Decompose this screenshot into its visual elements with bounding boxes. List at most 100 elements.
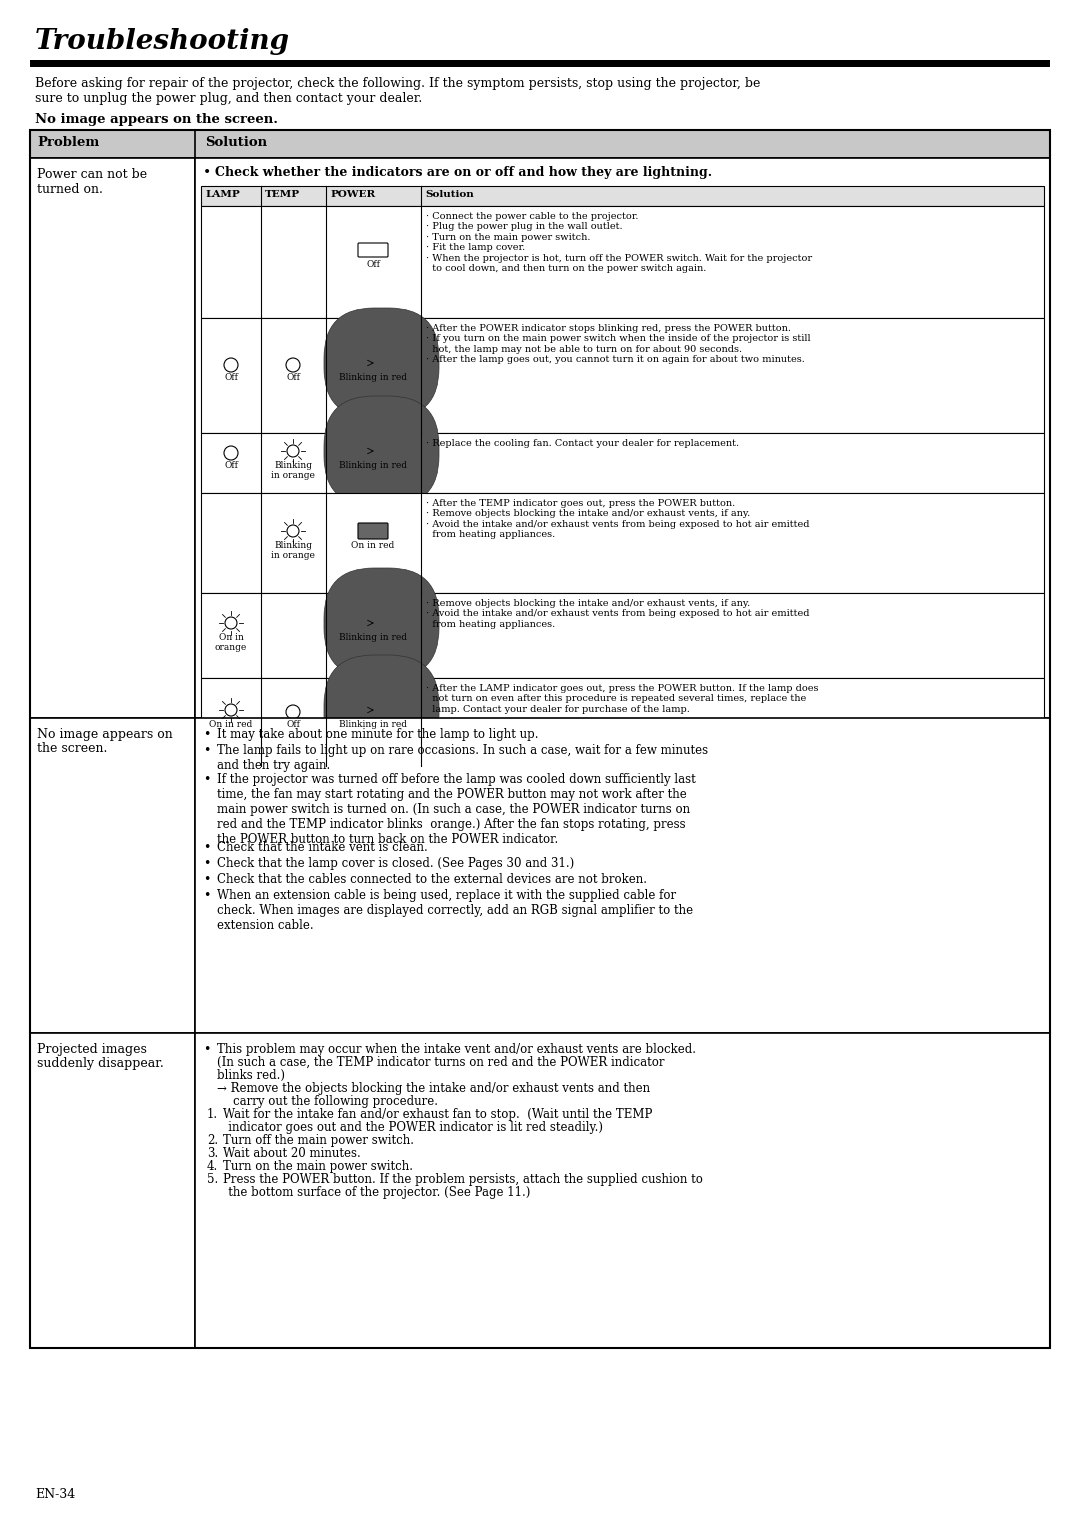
Text: Off: Off (224, 461, 238, 471)
FancyBboxPatch shape (354, 445, 392, 458)
Bar (30, 130, 1050, 157)
Bar (195, 1033, 1050, 1348)
Text: On in
orange: On in orange (215, 633, 247, 652)
Text: 2.: 2. (207, 1134, 218, 1148)
Circle shape (287, 526, 299, 536)
Text: EN-34: EN-34 (35, 1488, 76, 1500)
Bar (30, 130, 1050, 1348)
Text: Power can not be: Power can not be (37, 168, 147, 180)
Text: suddenly disappear.: suddenly disappear. (37, 1057, 164, 1070)
Text: Troubleshooting: Troubleshooting (35, 28, 291, 55)
Bar (30, 1033, 195, 1348)
FancyBboxPatch shape (354, 703, 392, 717)
Text: carry out the following procedure.: carry out the following procedure. (233, 1096, 438, 1108)
Circle shape (224, 358, 238, 371)
Text: indicator goes out and the POWER indicator is lit red steadily.): indicator goes out and the POWER indicat… (217, 1122, 603, 1134)
Text: No image appears on the screen.: No image appears on the screen. (35, 113, 278, 125)
FancyBboxPatch shape (354, 356, 392, 370)
Text: •: • (203, 167, 212, 180)
Circle shape (287, 445, 299, 457)
Text: · After the TEMP indicator goes out, press the POWER button.
· Remove objects bl: · After the TEMP indicator goes out, pre… (426, 500, 810, 539)
FancyBboxPatch shape (324, 396, 438, 506)
Bar (195, 718, 1050, 1033)
FancyBboxPatch shape (354, 616, 392, 630)
Text: 5.: 5. (207, 1174, 218, 1186)
Text: Solution: Solution (426, 189, 474, 199)
Text: Blinking in red: Blinking in red (339, 633, 407, 642)
Bar (201, 206, 1044, 318)
Text: It may take about one minute for the lamp to light up.: It may take about one minute for the lam… (217, 727, 539, 741)
Text: Turn on the main power switch.: Turn on the main power switch. (222, 1160, 413, 1174)
Text: Wait about 20 minutes.: Wait about 20 minutes. (222, 1148, 361, 1160)
Text: No image appears on: No image appears on (37, 727, 173, 741)
Text: TEMP: TEMP (265, 189, 300, 199)
Text: Check whether the indicators are on or off and how they are lightning.: Check whether the indicators are on or o… (215, 167, 712, 179)
Text: •: • (203, 727, 211, 741)
Text: •: • (203, 872, 211, 886)
Text: The lamp fails to light up on rare occasions. In such a case, wait for a few min: The lamp fails to light up on rare occas… (217, 744, 708, 772)
FancyBboxPatch shape (324, 656, 438, 766)
Text: · After the POWER indicator stops blinking red, press the POWER button.
· If you: · After the POWER indicator stops blinki… (426, 324, 811, 364)
Bar (195, 157, 1050, 718)
Text: Press the POWER button. If the problem persists, attach the supplied cushion to: Press the POWER button. If the problem p… (222, 1174, 703, 1186)
Text: Solution: Solution (205, 136, 267, 150)
Bar (30, 718, 195, 1033)
Text: Blinking in red: Blinking in red (339, 461, 407, 471)
Circle shape (286, 358, 300, 371)
Text: → Remove the objects blocking the intake and/or exhaust vents and then: → Remove the objects blocking the intake… (217, 1082, 650, 1096)
Text: blinks red.): blinks red.) (217, 1070, 285, 1082)
Text: On in red: On in red (210, 720, 253, 729)
Text: •: • (203, 857, 211, 869)
Text: This problem may occur when the intake vent and/or exhaust vents are blocked.: This problem may occur when the intake v… (217, 1044, 696, 1056)
Text: On in red: On in red (351, 541, 394, 550)
Bar (201, 593, 1044, 678)
Text: Blinking in red: Blinking in red (339, 720, 407, 729)
Text: Off: Off (286, 373, 300, 382)
Text: When an extension cable is being used, replace it with the supplied cable for
ch: When an extension cable is being used, r… (217, 889, 693, 932)
Text: · Connect the power cable to the projector.
· Plug the power plug in the wall ou: · Connect the power cable to the project… (426, 212, 812, 274)
Text: Check that the cables connected to the external devices are not broken.: Check that the cables connected to the e… (217, 872, 647, 886)
Bar (201, 494, 1044, 593)
Circle shape (286, 704, 300, 720)
Text: Blinking
in orange: Blinking in orange (271, 541, 315, 561)
Text: · Replace the cooling fan. Contact your dealer for replacement.: · Replace the cooling fan. Contact your … (426, 439, 739, 448)
Text: Off: Off (286, 720, 300, 729)
Text: turned on.: turned on. (37, 183, 103, 196)
Circle shape (225, 617, 237, 630)
FancyBboxPatch shape (357, 523, 388, 539)
FancyBboxPatch shape (324, 309, 438, 419)
Text: · After the LAMP indicator goes out, press the POWER button. If the lamp does
  : · After the LAMP indicator goes out, pre… (426, 685, 819, 714)
Text: Check that the lamp cover is closed. (See Pages 30 and 31.): Check that the lamp cover is closed. (Se… (217, 857, 575, 869)
Text: Check that the intake vent is clean.: Check that the intake vent is clean. (217, 840, 428, 854)
Text: Off: Off (366, 260, 380, 269)
Text: Projected images: Projected images (37, 1044, 147, 1056)
Text: the bottom surface of the projector. (See Page 11.): the bottom surface of the projector. (Se… (217, 1186, 530, 1199)
Text: Before asking for repair of the projector, check the following. If the symptom p: Before asking for repair of the projecto… (35, 76, 760, 90)
Text: Problem: Problem (37, 136, 99, 150)
Text: 3.: 3. (207, 1148, 218, 1160)
FancyBboxPatch shape (324, 568, 438, 678)
Text: •: • (203, 889, 211, 902)
Text: LAMP: LAMP (205, 189, 240, 199)
Text: •: • (203, 773, 211, 785)
Text: •: • (203, 840, 211, 854)
Text: 4.: 4. (207, 1160, 218, 1174)
Text: the screen.: the screen. (37, 743, 107, 755)
Circle shape (224, 446, 238, 460)
Text: · Remove objects blocking the intake and/or exhaust vents, if any.
· Avoid the i: · Remove objects blocking the intake and… (426, 599, 810, 630)
Circle shape (225, 704, 237, 717)
Text: Turn off the main power switch.: Turn off the main power switch. (222, 1134, 414, 1148)
Text: (In such a case, the TEMP indicator turns on red and the POWER indicator: (In such a case, the TEMP indicator turn… (217, 1056, 664, 1070)
Text: Wait for the intake fan and/or exhaust fan to stop.  (Wait until the TEMP: Wait for the intake fan and/or exhaust f… (222, 1108, 652, 1122)
Text: •: • (203, 1044, 211, 1056)
Text: Blinking in red: Blinking in red (339, 373, 407, 382)
FancyBboxPatch shape (357, 243, 388, 257)
Text: If the projector was turned off before the lamp was cooled down sufficiently las: If the projector was turned off before t… (217, 773, 696, 847)
Bar (30, 157, 195, 718)
Bar (30, 60, 1050, 67)
Text: sure to unplug the power plug, and then contact your dealer.: sure to unplug the power plug, and then … (35, 92, 422, 105)
Text: Blinking
in orange: Blinking in orange (271, 461, 315, 480)
Text: POWER: POWER (330, 189, 375, 199)
Text: 1.: 1. (207, 1108, 218, 1122)
Bar (201, 186, 1044, 206)
